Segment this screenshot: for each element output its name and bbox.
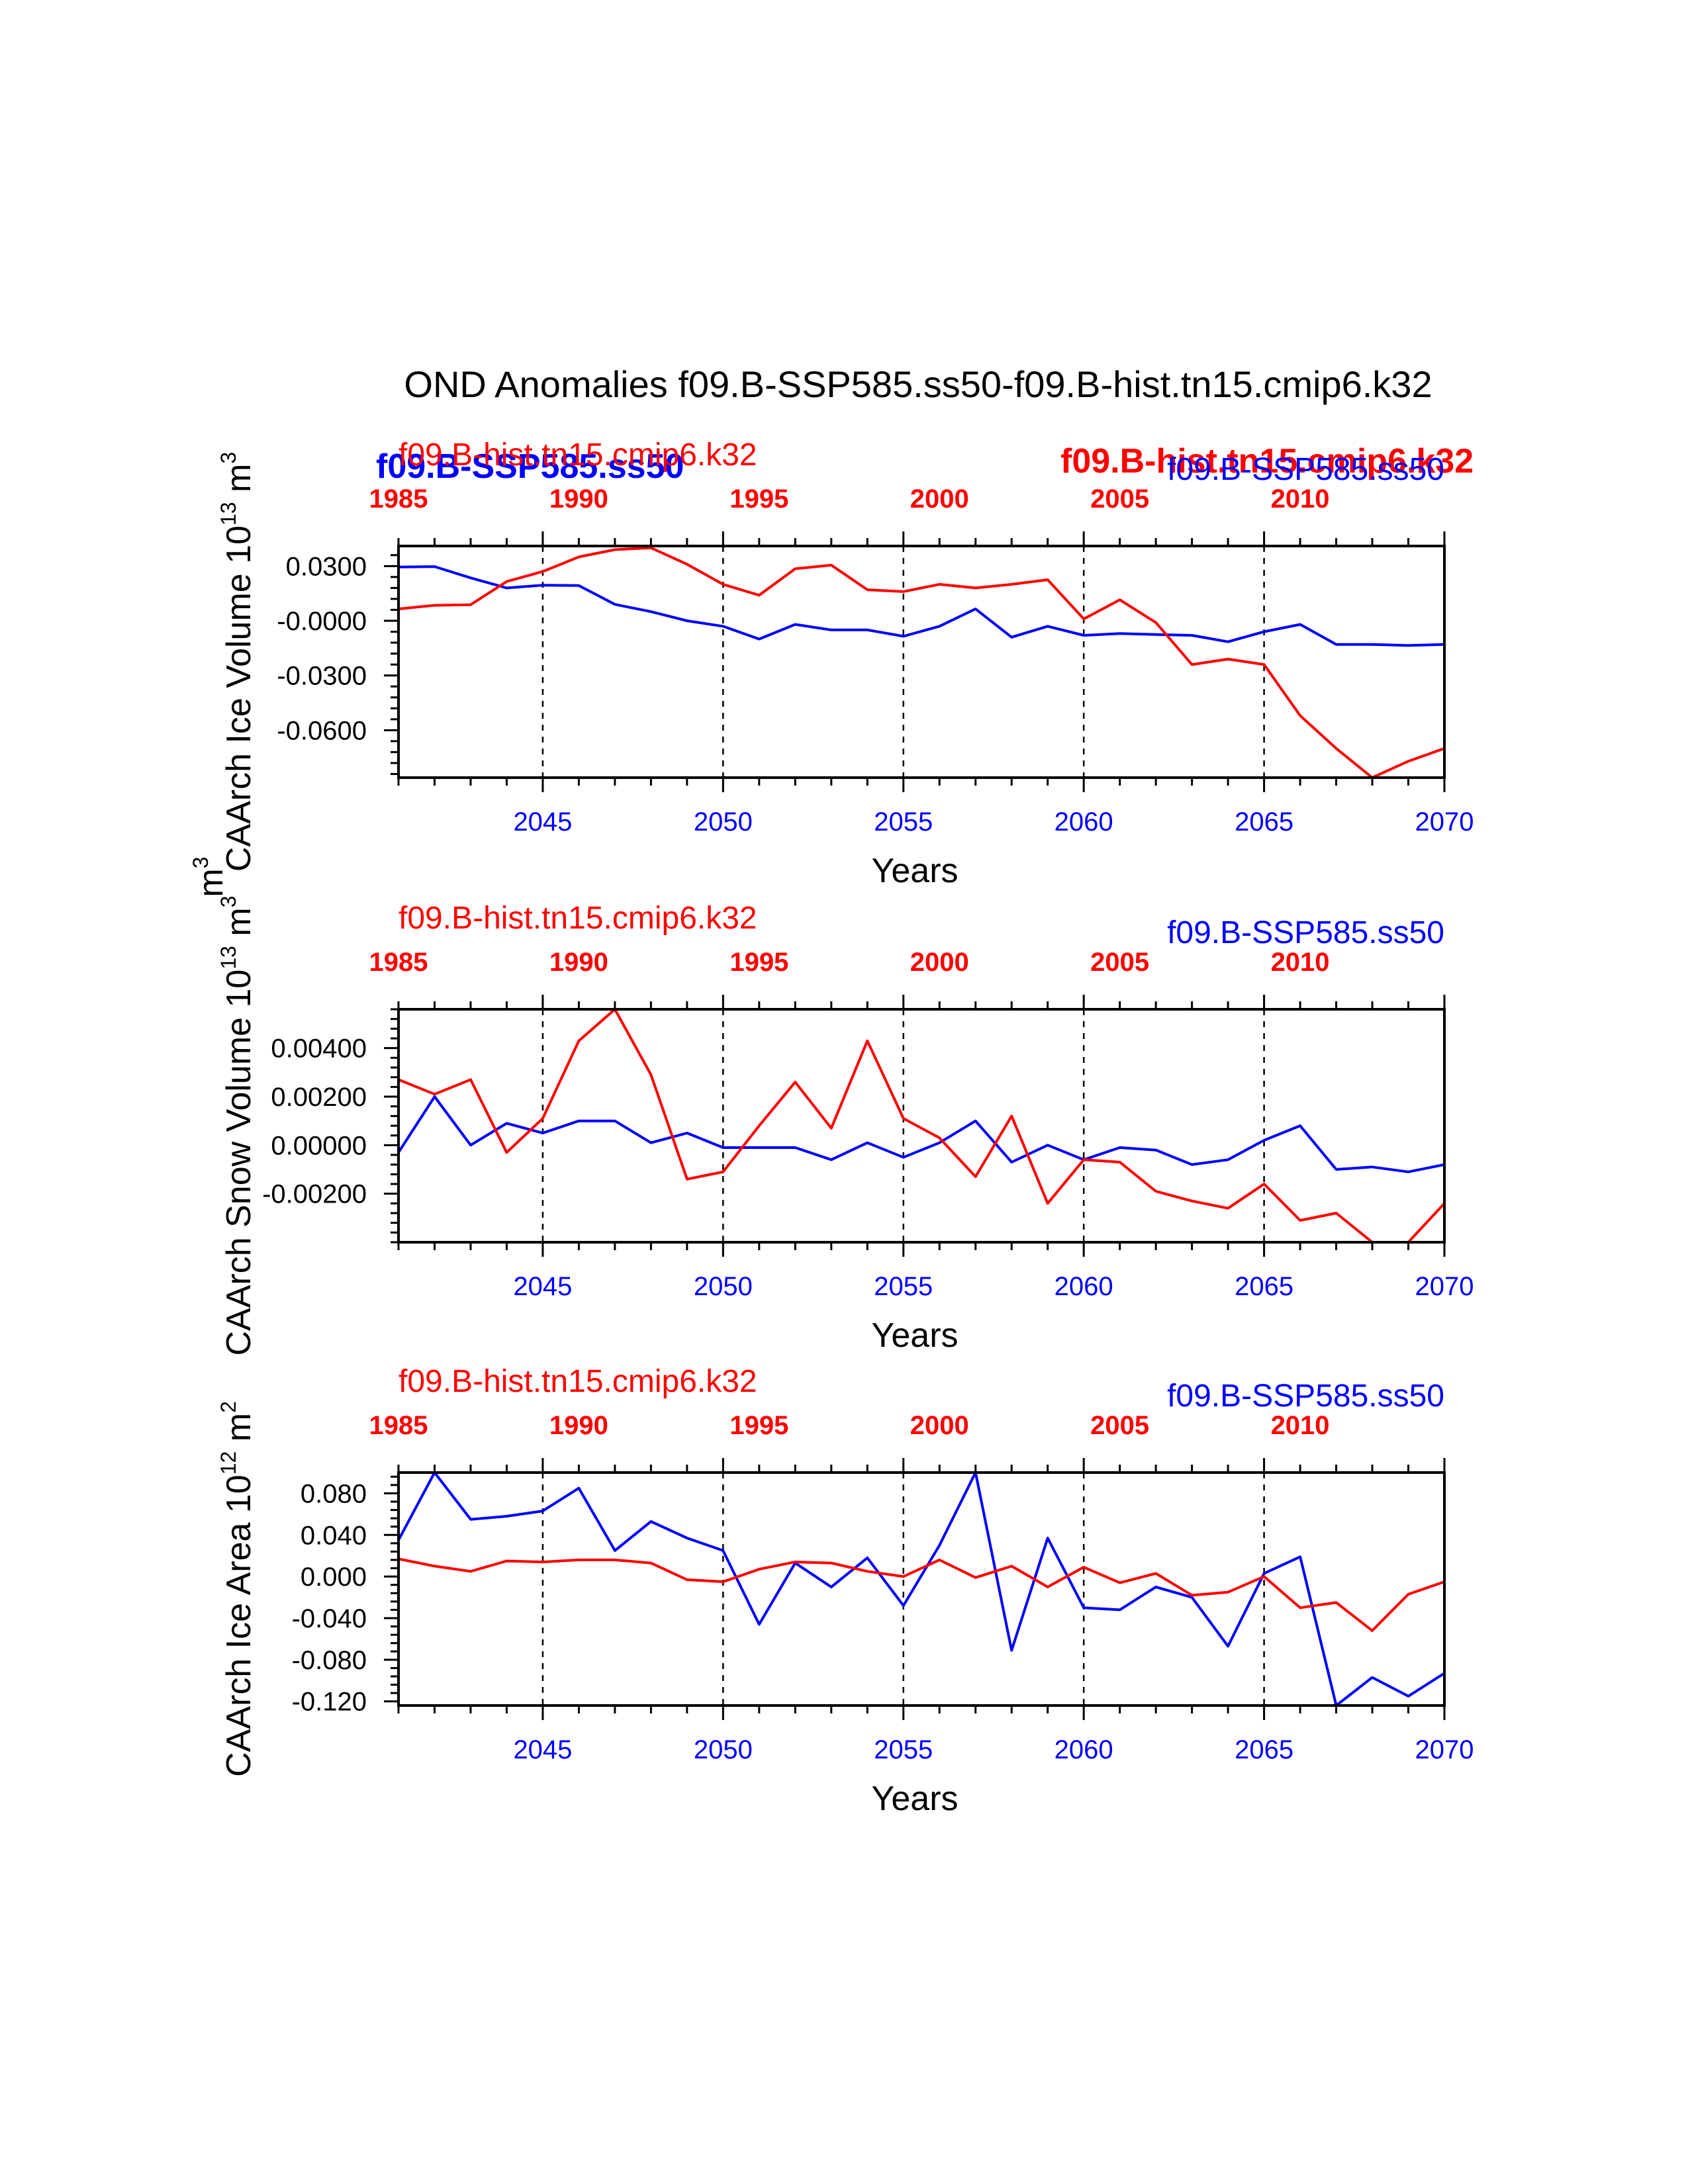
panel-2: 2045 2050 2055 2060 2065 2070 1985 1990 1995 2000… — [216, 895, 1474, 1355]
x-tick-label-top: 2005 — [1090, 948, 1149, 977]
overlay-label-red: f09.B-hist.tn15.cmip6.k32 — [1060, 442, 1474, 480]
x-tick-label-top: 2010 — [1271, 948, 1330, 977]
x-tick-label-top: 1985 — [369, 484, 428, 514]
x-tick-label-top: 1995 — [729, 484, 788, 514]
x-tick-label-bottom: 2050 — [694, 1272, 753, 1301]
x-tick-label-top: 1995 — [729, 1411, 788, 1440]
legend-label-red: f09.B-hist.tn15.cmip6.k32 — [399, 1364, 757, 1399]
x-tick-label-bottom: 2070 — [1415, 1272, 1474, 1301]
x-tick-label-bottom: 2060 — [1055, 807, 1113, 837]
x-tick-label-top: 2000 — [910, 484, 969, 514]
legend-label-blue: f09.B-SSP585.ss50 — [1167, 915, 1444, 950]
y-tick-label: -0.040 — [292, 1604, 367, 1633]
x-tick-label-top: 1995 — [729, 948, 788, 977]
x-tick-label-top: 1990 — [549, 484, 608, 514]
legend-label-blue: f09.B-SSP585.ss50 — [1167, 452, 1444, 487]
plot-frame — [397, 545, 1446, 779]
y-tick-label: 0.0300 — [286, 552, 367, 581]
overlay-labels: f09.B-SSP585.ss50 f09.B-hist.tn15.cmip6.… — [376, 442, 1474, 486]
y-tick-label: -0.080 — [292, 1646, 367, 1675]
x-tick-label-bottom: 2045 — [513, 1272, 572, 1301]
x-tick-label-bottom: 2045 — [513, 807, 572, 837]
y-tick-label: -0.0000 — [277, 607, 367, 636]
x-tick-label-bottom: 2055 — [874, 1272, 933, 1301]
x-tick-label-top: 1985 — [369, 948, 428, 977]
x-tick-label-top: 2010 — [1271, 1411, 1330, 1440]
y-tick-label: -0.00200 — [262, 1180, 367, 1209]
series-line-red — [399, 1009, 1444, 1242]
panels: 2045 2050 2055 2060 2065 2070 1985 1990 1995 2000… — [189, 437, 1474, 1818]
x-tick-label-top: 1990 — [549, 1411, 608, 1440]
y-tick-label: -0.0300 — [277, 662, 367, 691]
y-tick-label: 0.000 — [301, 1563, 367, 1592]
x-tick-label-bottom: 2060 — [1055, 1735, 1113, 1764]
y-tick-label: 0.00200 — [271, 1083, 367, 1112]
x-tick-label-bottom: 2065 — [1235, 1735, 1293, 1764]
series-line-red — [399, 1557, 1444, 1632]
y-axis-label: CAArch Ice Volume 1013 m3 — [216, 452, 258, 872]
legend-label-red: f09.B-hist.tn15.cmip6.k32 — [399, 901, 757, 936]
plot-frame — [397, 1471, 1446, 1707]
y-tick-label: 0.00400 — [271, 1034, 367, 1064]
overlay-label-blue: f09.B-SSP585.ss50 — [376, 447, 684, 486]
series-line-red — [399, 546, 1444, 778]
panel-3: 2045 2050 2055 2060 2065 2070 1985 1990 1995 2000… — [216, 1364, 1474, 1818]
series-line-blue — [399, 1473, 1444, 1706]
y-tick-label: 0.080 — [301, 1479, 367, 1508]
x-tick-label-top: 2005 — [1090, 1411, 1149, 1440]
x-axis-label: Years — [871, 852, 958, 890]
x-tick-label-top: 2000 — [910, 1411, 969, 1440]
y-axis-label-extra: m3 — [189, 856, 230, 897]
x-tick-label-bottom: 2070 — [1415, 807, 1474, 837]
x-tick-label-bottom: 2045 — [513, 1735, 572, 1764]
x-tick-label-top: 2000 — [910, 948, 969, 977]
x-tick-label-top: 1990 — [549, 948, 608, 977]
y-tick-label: 0.00000 — [271, 1131, 367, 1160]
x-tick-label-bottom: 2060 — [1055, 1272, 1113, 1301]
y-axis-label: CAArch Snow Volume 1013 m3 — [216, 895, 258, 1355]
x-tick-label-bottom: 2055 — [874, 1735, 933, 1764]
x-tick-label-bottom: 2065 — [1235, 1272, 1293, 1301]
y-tick-label: -0.0600 — [277, 716, 367, 745]
x-tick-label-bottom: 2055 — [874, 807, 933, 837]
y-tick-label: -0.120 — [292, 1688, 367, 1717]
series-line-blue — [399, 1095, 1444, 1173]
legend-label-blue: f09.B-SSP585.ss50 — [1167, 1379, 1444, 1414]
panel-1: 2045 2050 2055 2060 2065 2070 1985 1990 1995 2000… — [189, 437, 1474, 897]
legend-label-red: f09.B-hist.tn15.cmip6.k32 — [399, 437, 757, 473]
x-tick-label-bottom: 2070 — [1415, 1735, 1474, 1764]
y-axis-label: CAArch Ice Area 1012 m2 — [216, 1401, 258, 1777]
y-tick-label: 0.040 — [301, 1521, 367, 1550]
series-line-blue — [399, 565, 1444, 647]
x-tick-label-top: 2010 — [1271, 484, 1330, 514]
x-tick-label-bottom: 2065 — [1235, 807, 1293, 837]
figure-title: OND Anomalies f09.B-SSP585.ss50-f09.B-hi… — [404, 363, 1432, 405]
x-tick-label-top: 2005 — [1090, 484, 1149, 514]
x-tick-label-bottom: 2050 — [694, 1735, 753, 1764]
x-axis-label: Years — [871, 1780, 958, 1818]
x-tick-label-bottom: 2050 — [694, 807, 753, 837]
x-axis-label: Years — [871, 1316, 958, 1355]
x-tick-label-top: 1985 — [369, 1411, 428, 1440]
